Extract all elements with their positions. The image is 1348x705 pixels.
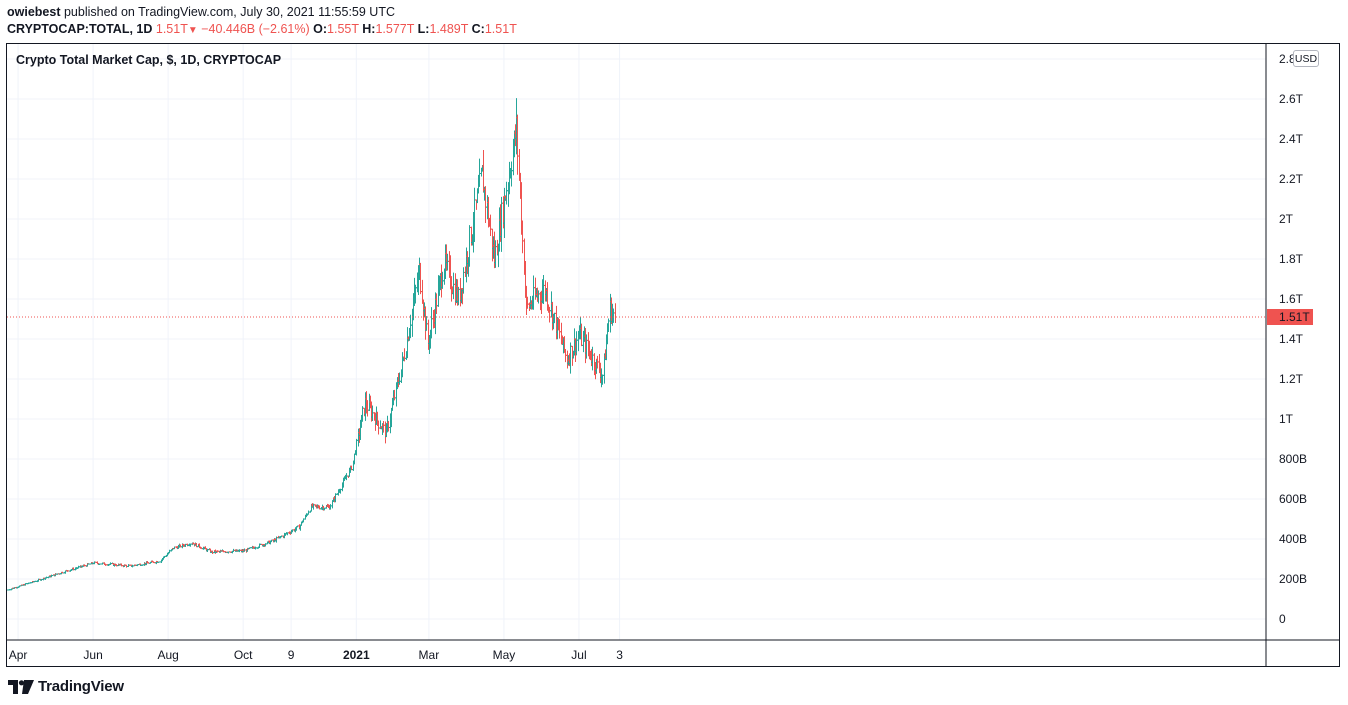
time-tick-label: Apr xyxy=(9,648,28,662)
current-price-tag-bg xyxy=(1267,309,1313,325)
current-price-label: 1.51T xyxy=(1279,310,1310,324)
high-value: 1.577T xyxy=(375,22,415,36)
time-tick-label: Aug xyxy=(157,648,178,662)
open-value: 1.55T xyxy=(327,22,359,36)
time-tick-label: 3 xyxy=(616,648,623,662)
price-tick-label: 0 xyxy=(1279,612,1286,626)
price-change: −40.446B (−2.61%) xyxy=(201,22,310,36)
publish-line: owiebest published on TradingView.com, J… xyxy=(7,4,517,21)
chart-canvas[interactable]: 2.8T2.6T2.4T2.2T2T1.8T1.6T1.4T1.2T1T800B… xyxy=(7,44,1339,666)
ohlc-bar xyxy=(452,272,455,300)
open-label: O: xyxy=(313,22,328,36)
price-tick-label: 1.4T xyxy=(1279,332,1304,346)
low-value: 1.489T xyxy=(429,22,469,36)
time-tick-label: Jul xyxy=(571,648,586,662)
symbol-interval: CRYPTOCAP:TOTAL, 1D xyxy=(7,22,153,36)
chart-legend-title[interactable]: Crypto Total Market Cap, $, 1D, CRYPTOCA… xyxy=(16,53,282,67)
down-arrow-icon: ▼ xyxy=(187,25,198,36)
tradingview-logo-icon xyxy=(8,679,34,694)
price-tick-label: 800B xyxy=(1279,452,1307,466)
current-price-tag: 1.51T xyxy=(1267,309,1313,325)
price-tick-label: 1.2T xyxy=(1279,372,1304,386)
time-tick-label: Jun xyxy=(83,648,102,662)
price-tick-label: 600B xyxy=(1279,492,1307,506)
time-tick-label: May xyxy=(493,648,516,662)
time-tick-label: 9 xyxy=(288,648,295,662)
close-label: C: xyxy=(471,22,485,36)
time-tick-label: Mar xyxy=(419,648,440,662)
time-tick-label: Oct xyxy=(234,648,253,662)
last-price: 1.51T xyxy=(155,22,188,36)
footer-brand[interactable]: TradingView xyxy=(8,678,124,695)
price-tick-label: 2T xyxy=(1279,212,1294,226)
ohlc-bar xyxy=(505,181,508,205)
ohlc-bar xyxy=(355,438,358,456)
ohlc-bar xyxy=(510,161,513,187)
published-text: published on TradingView.com, July 30, 2… xyxy=(63,5,395,19)
grid-lines xyxy=(7,44,1266,640)
time-axis[interactable]: Apr Jun Aug Oct 9 2021 Mar May Jul 3 xyxy=(9,648,623,662)
chart-header: owiebest published on TradingView.com, J… xyxy=(7,4,517,38)
ohlc-line: CRYPTOCAP:TOTAL, 1D 1.51T▼ −40.446B (−2.… xyxy=(7,21,517,38)
chart-frame[interactable]: 2.8T 2.6T 2.4T 2.2T 2T 1.8T 1.6T 1.4T 1.2T 1T 800B… xyxy=(6,43,1340,667)
price-tick-label: 2.2T xyxy=(1279,172,1304,186)
price-tick-label: 2.4T xyxy=(1279,132,1304,146)
currency-badge[interactable]: USD xyxy=(1293,50,1319,67)
ohlc-bar xyxy=(614,303,617,323)
ohlc-bars xyxy=(7,98,617,591)
time-tick-label: 2021 xyxy=(343,648,370,662)
price-tick-label: 1.8T xyxy=(1279,252,1304,266)
price-tick-label: 2.6T xyxy=(1279,92,1304,106)
price-tick-label: 1.6T xyxy=(1279,292,1304,306)
price-tick-label: 400B xyxy=(1279,532,1307,546)
author-name[interactable]: owiebest xyxy=(7,5,61,19)
close-value: 1.51T xyxy=(484,22,517,36)
tradingview-wordmark: TradingView xyxy=(38,678,124,695)
price-tick-label: 200B xyxy=(1279,572,1307,586)
ohlc-bar xyxy=(489,214,492,236)
low-label: L: xyxy=(417,22,430,36)
price-tick-label: 1T xyxy=(1279,412,1294,426)
high-label: H: xyxy=(362,22,376,36)
price-axis[interactable]: 2.8T2.6T2.4T2.2T2T1.8T1.6T1.4T1.2T1T800B… xyxy=(1279,52,1307,626)
